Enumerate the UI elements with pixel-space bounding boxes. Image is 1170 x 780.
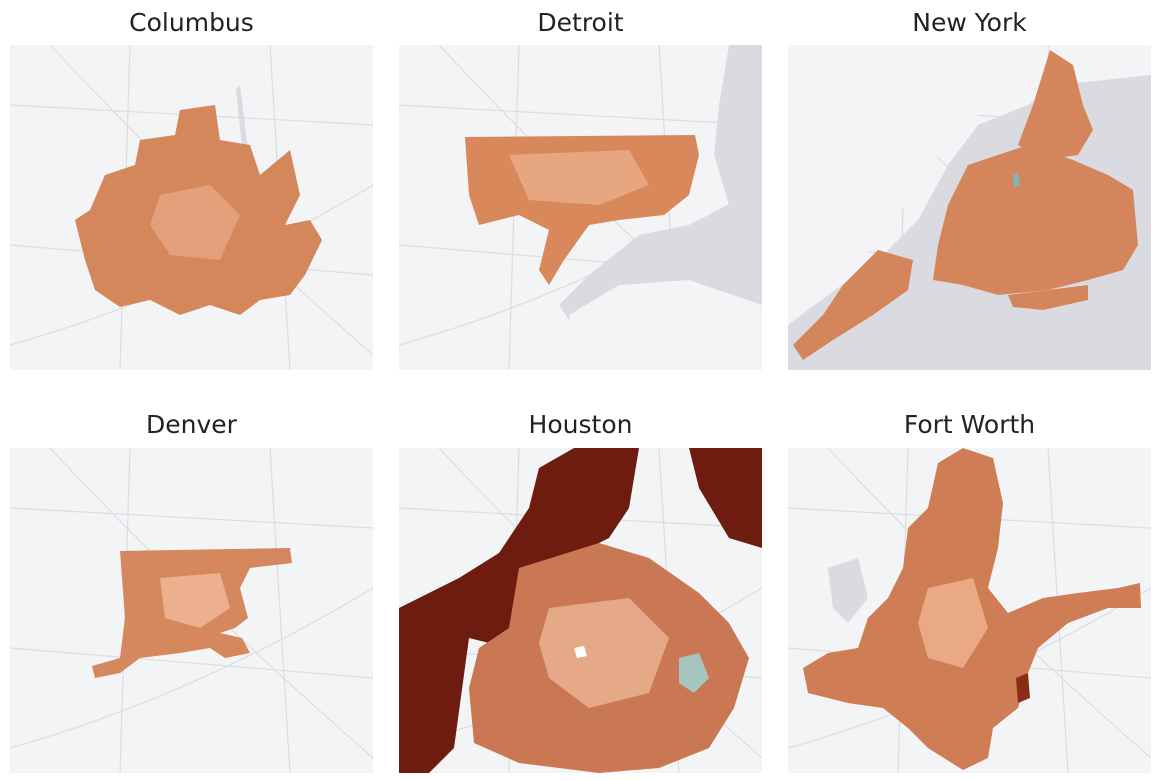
- region: [918, 578, 988, 668]
- map-title: Denver: [146, 410, 237, 439]
- city-map: [10, 448, 373, 773]
- road: [399, 104, 762, 126]
- region: [509, 150, 649, 205]
- city-map: [399, 45, 762, 370]
- region: [1016, 673, 1030, 703]
- map-title: Columbus: [129, 8, 254, 37]
- map-title: New York: [912, 8, 1027, 37]
- city-map: [788, 45, 1151, 370]
- road: [10, 507, 373, 529]
- region: [1008, 285, 1088, 310]
- road: [269, 448, 291, 773]
- region: [1018, 50, 1093, 160]
- map-title: Fort Worth: [903, 410, 1036, 439]
- region: [569, 280, 762, 370]
- road: [10, 587, 373, 749]
- region: [574, 646, 587, 658]
- road: [10, 647, 373, 679]
- region: [689, 448, 762, 548]
- region: [160, 573, 230, 628]
- region: [679, 653, 709, 693]
- region: [150, 185, 240, 260]
- region: [399, 448, 639, 773]
- region: [828, 558, 868, 623]
- city-map: [399, 448, 762, 773]
- city-map: [10, 45, 373, 370]
- region: [1013, 173, 1020, 187]
- region: [933, 145, 1138, 295]
- city-map: [788, 448, 1151, 773]
- region: [793, 250, 913, 360]
- map-title: Houston: [528, 410, 633, 439]
- map-title: Detroit: [537, 8, 624, 37]
- region: [788, 45, 1048, 315]
- region: [539, 598, 669, 708]
